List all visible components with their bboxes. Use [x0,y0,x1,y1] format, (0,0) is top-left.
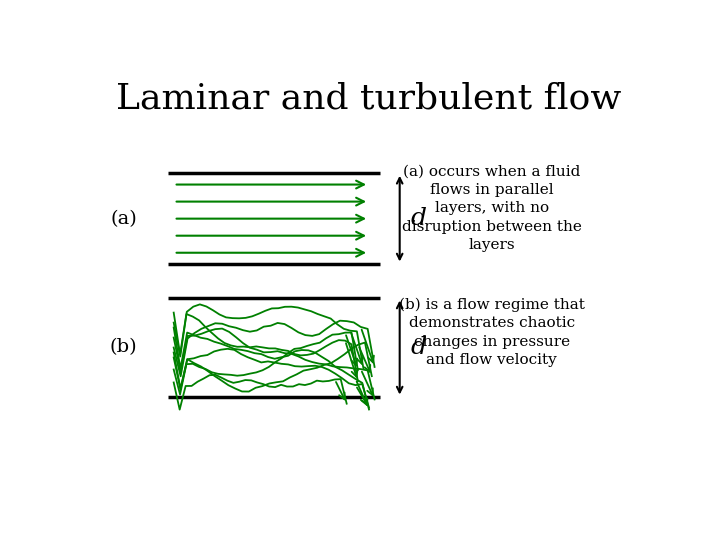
Text: Laminar and turbulent flow: Laminar and turbulent flow [117,82,621,116]
Text: d: d [411,207,427,230]
Text: (b) is a flow regime that
demonstrates chaotic
changes in pressure
and flow velo: (b) is a flow regime that demonstrates c… [399,298,585,367]
Text: (a) occurs when a fluid
flows in parallel
layers, with no
disruption between the: (a) occurs when a fluid flows in paralle… [402,165,582,252]
Text: (a): (a) [110,210,137,228]
Text: (b): (b) [109,339,138,356]
Text: d: d [411,336,427,359]
